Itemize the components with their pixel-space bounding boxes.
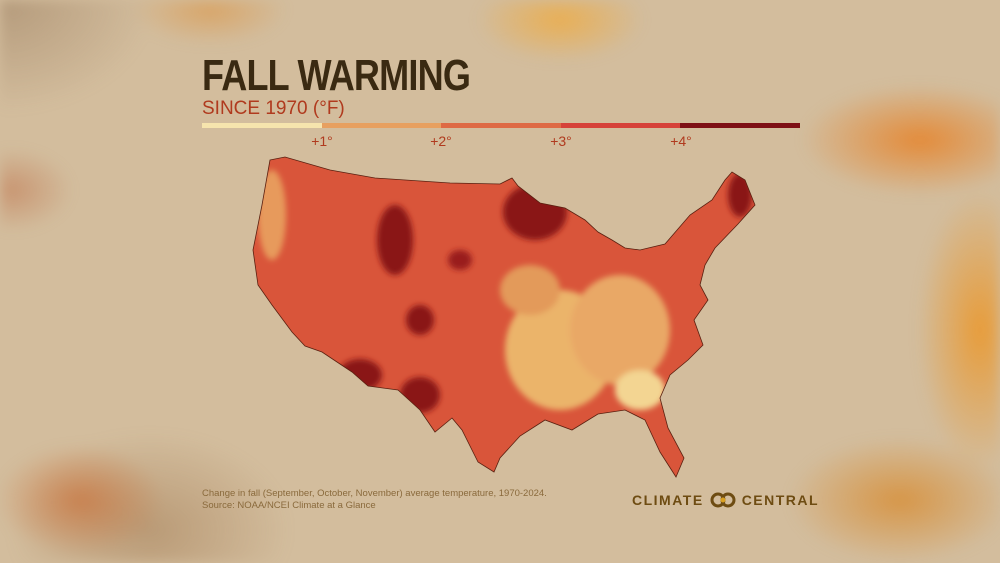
- legend-swatch: [441, 123, 561, 128]
- arizona-region: [338, 359, 382, 391]
- logo-text-left: CLIMATE: [632, 492, 704, 508]
- legend-swatch: [202, 123, 322, 128]
- pacific-coast-region: [258, 170, 286, 260]
- legend-tick: +4°: [670, 133, 692, 149]
- footnote-description: Change in fall (September, October, Nove…: [202, 488, 547, 499]
- map-base: [253, 157, 755, 477]
- legend-swatch: [560, 123, 681, 128]
- color-legend: [202, 123, 800, 128]
- plains-region: [448, 250, 472, 270]
- legend-swatch: [321, 123, 442, 128]
- west-texas-region: [400, 377, 440, 413]
- southeast-region: [570, 275, 670, 385]
- legend-tick: +2°: [430, 133, 452, 149]
- climate-central-logo: CLIMATE CENTRAL: [632, 492, 819, 508]
- maine-region: [728, 173, 752, 217]
- footnote-source: Source: NOAA/NCEI Climate at a Glance: [202, 500, 376, 511]
- page-subtitle: SINCE 1970 (°F): [202, 98, 345, 119]
- footnote: Change in fall (September, October, Nove…: [202, 488, 547, 512]
- georgia-region: [615, 370, 665, 410]
- page-title: FALL WARMING: [202, 51, 471, 100]
- legend-swatch: [680, 123, 800, 128]
- colorado-region: [406, 305, 434, 335]
- logo-rings-icon: [710, 492, 736, 508]
- legend-tick: +1°: [311, 133, 333, 149]
- legend-tick: +3°: [550, 133, 572, 149]
- logo-text-right: CENTRAL: [741, 492, 820, 508]
- minnesota-region: [503, 184, 567, 240]
- wyoming-region: [377, 205, 413, 275]
- midwest-region: [500, 265, 560, 315]
